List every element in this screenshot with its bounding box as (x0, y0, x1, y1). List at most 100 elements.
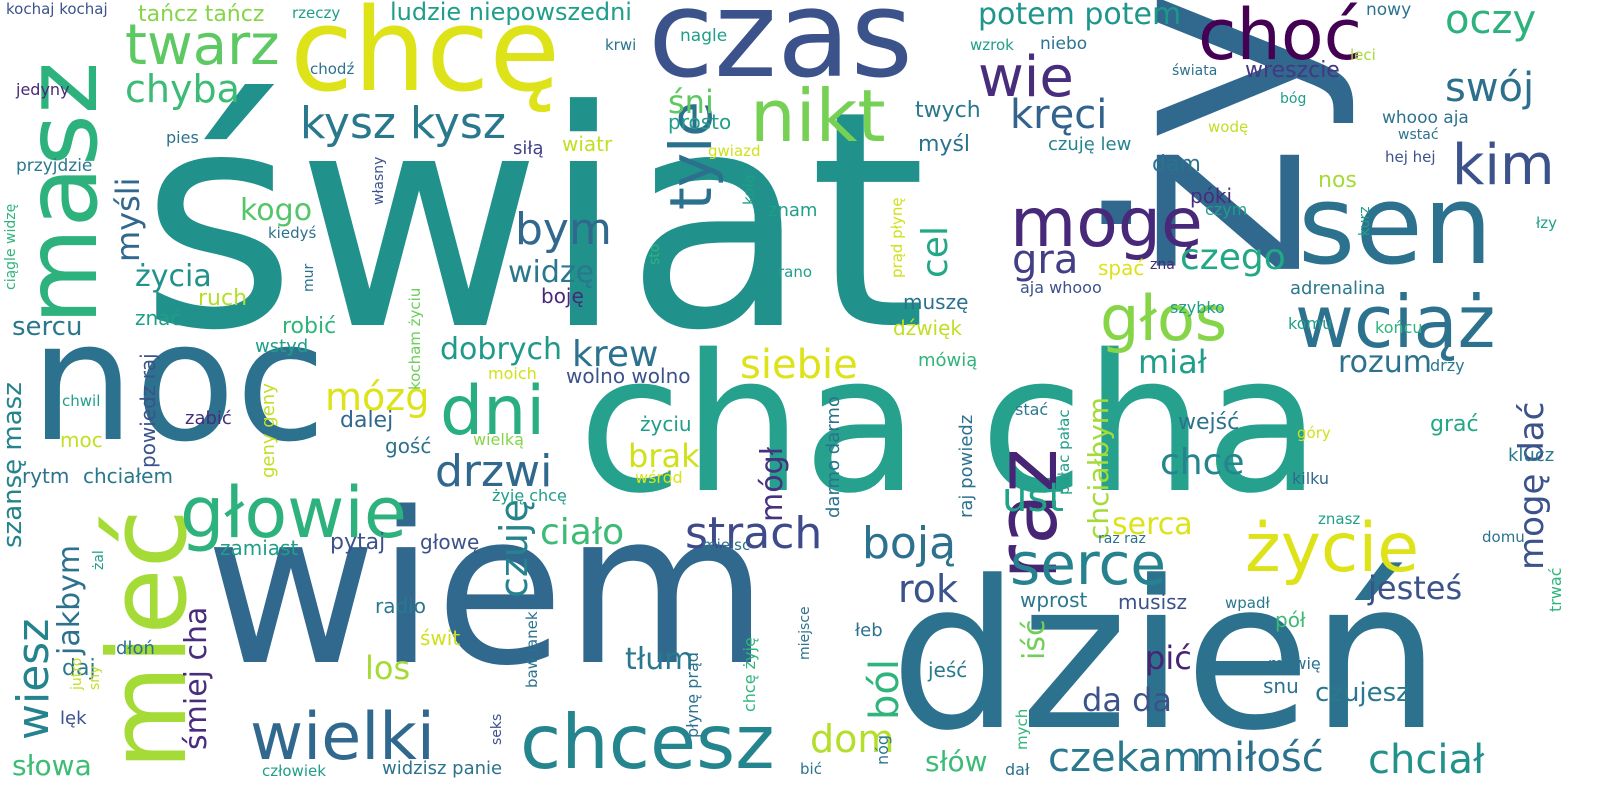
word-komu: komu (1288, 314, 1333, 333)
word-zyciu: życiu (640, 412, 692, 436)
word-wie: wie (978, 45, 1074, 110)
word-wiem: wiem (205, 467, 769, 712)
word-milosc: miłość (1195, 735, 1324, 781)
word-glowe: głowę (420, 530, 480, 554)
word-dom: dom (810, 717, 895, 761)
word-bol: ból (862, 659, 908, 720)
word-swoj: swój (1445, 65, 1535, 111)
word-isc: iść (1017, 619, 1052, 660)
word-cel: cel (915, 226, 956, 278)
word-rok: rok (898, 567, 959, 611)
word-jesc: jeść (928, 658, 968, 682)
word-mozg: mózg (325, 375, 430, 419)
word-rozum: rozum (1338, 345, 1433, 380)
word-znac: znać (135, 306, 182, 330)
word-kim: kim (1452, 133, 1555, 198)
word-kola: koła (740, 174, 758, 205)
word-swiat: świat (140, 47, 927, 396)
word-pol: pół (1275, 608, 1306, 632)
word-ciagle-widze: ciągle widzę (3, 203, 19, 290)
word-oczy: oczy (1445, 0, 1537, 43)
word-mysli: myśli (109, 177, 147, 262)
word-czas: czas (648, 0, 914, 105)
word-niebo: niebo (1040, 34, 1088, 54)
word-dzwiek: dźwięk (893, 316, 962, 340)
word-daj: daj (62, 656, 96, 681)
word-kilku: kilku (1292, 469, 1330, 488)
word-gra: gra (1012, 237, 1079, 283)
word-sni: śni (668, 83, 714, 121)
word-plyne-prad: płynę prąd (683, 652, 702, 738)
word-kiedys: kiedyś (268, 224, 317, 242)
word-adrenalina: adrenalina (1290, 278, 1386, 299)
word-twarz: twarz (125, 13, 280, 78)
word-wielki: wielki (250, 700, 435, 775)
word-czuje-lew: czuję lew (1048, 134, 1132, 155)
word-klucz: klucz (1508, 445, 1555, 466)
word-twych: twych (915, 98, 981, 123)
word-wzrok: wzrok (970, 36, 1014, 54)
word-darmo-darmo: darmo darmo (823, 396, 844, 518)
word-dni: dni (440, 372, 546, 451)
word-trwac: trwać (1546, 567, 1565, 612)
word-mogl: mógł (755, 446, 790, 522)
word-chwil: chwil (62, 392, 101, 410)
word-domu: domu (1482, 528, 1525, 546)
word-swit: świt (420, 626, 461, 650)
word-boje: boję (541, 284, 584, 308)
word-nagle: nagle (680, 26, 728, 46)
word-czekam: czekam (1048, 735, 1202, 781)
word-sny: sny (87, 665, 103, 690)
word-aja-whooo: aja whooo (1020, 278, 1102, 297)
word-palac-palac: pałac pałac (1055, 409, 1073, 495)
word-robic: robić (282, 314, 337, 339)
word-chcialbym: chciałbym (1082, 396, 1115, 540)
word-dal: dał (1005, 760, 1030, 779)
word-poki: póki (1190, 184, 1233, 208)
word-glos: głos (1100, 282, 1228, 355)
word-sen: sen (1298, 161, 1493, 289)
word-potem-potem: potem potem (978, 0, 1182, 32)
word-rano: rano (778, 263, 813, 281)
word-tancz-tancz: tańcz tańcz (138, 2, 265, 27)
word-kocham-zyciu: kocham życiu (406, 287, 424, 390)
word-mych: mych (1013, 708, 1031, 750)
word-wsrod: wśród (635, 468, 683, 487)
word-zyje-chce: żyję chcę (492, 486, 567, 505)
word-mowie: mówię (1268, 654, 1321, 673)
word-znam: znam (768, 200, 818, 221)
word-chcialem: chciałem (83, 464, 173, 488)
word-gwiazd: gwiazd (708, 142, 761, 160)
word-raz-raz: raz raz (1098, 531, 1146, 547)
word-glowie: głowie (180, 472, 407, 554)
word-kysz-kysz: kysz kysz (300, 98, 506, 149)
word-czym: czym (1205, 200, 1248, 219)
word-boja: boją (862, 518, 957, 569)
word-wstac: wstać (1398, 127, 1439, 143)
word-mysl: myśl (918, 132, 971, 157)
word-radio: radio (375, 594, 426, 618)
word-serce: serce (1010, 530, 1167, 598)
word-chce-2: chce (1160, 442, 1245, 483)
word-chodz: chodź (310, 60, 355, 78)
word-zal: żal (91, 550, 107, 570)
word-wode: wodę (1208, 118, 1249, 136)
word-pic: pić (1145, 639, 1192, 677)
word-gory: góry (1297, 424, 1331, 442)
word-chce-zyje: chcę żyję (740, 637, 759, 712)
word-drzwi: drzwi (435, 446, 553, 497)
word-jakbym: jakbym (52, 544, 87, 655)
word-slow: słów (925, 745, 988, 778)
word-zna: zna (1150, 257, 1175, 273)
word-sto: sto (647, 243, 663, 265)
word-wreszcie: wreszcie (1245, 58, 1340, 83)
word-musisz: musisz (1118, 590, 1188, 614)
word-smiej-cha: śmiej cha (179, 606, 214, 750)
word-powiedz-raj: powiedz raj (136, 353, 160, 468)
word-spac: spać (1098, 256, 1145, 280)
word-tlum: tłum (625, 642, 694, 677)
word-nowy: nowy (1366, 0, 1412, 20)
word-stac: stać (1015, 400, 1049, 419)
word-lzy: łzy (1536, 214, 1558, 232)
word-leb: łeb (855, 620, 883, 641)
